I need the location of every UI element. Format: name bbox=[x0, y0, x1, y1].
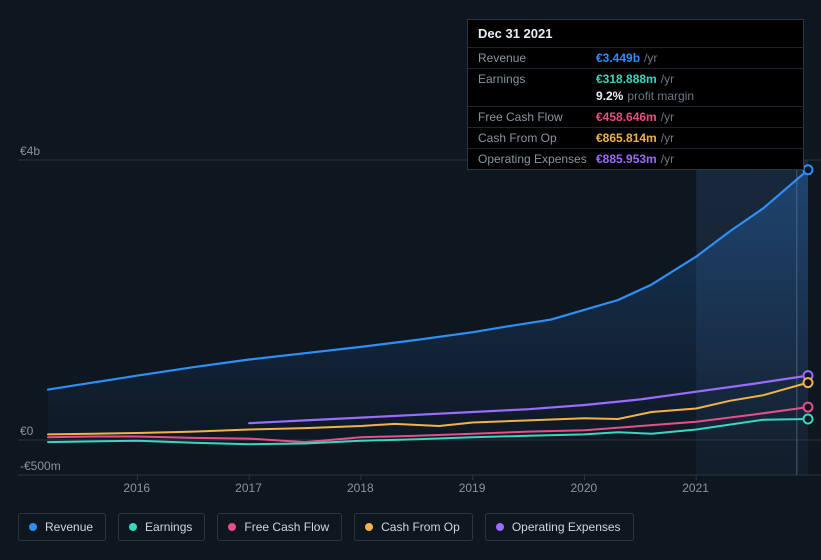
x-axis-label: 2018 bbox=[347, 481, 374, 495]
tooltip-rows: Revenue€3.449b/yrEarnings€318.888m/yr9.2… bbox=[468, 47, 803, 169]
legend-label: Earnings bbox=[145, 520, 192, 534]
legend-label: Operating Expenses bbox=[512, 520, 621, 534]
x-axis-label: 2021 bbox=[682, 481, 709, 495]
tooltip-row-value: 9.2% bbox=[596, 89, 623, 103]
financials-chart: Dec 31 2021 Revenue€3.449b/yrEarnings€31… bbox=[0, 0, 821, 560]
tooltip-row: Free Cash Flow€458.646m/yr bbox=[468, 106, 803, 127]
x-axis-label: 2016 bbox=[123, 481, 150, 495]
tooltip-row-label: Earnings bbox=[478, 72, 596, 86]
legend-dot-icon bbox=[496, 523, 504, 531]
tooltip-row-value: €3.449b bbox=[596, 51, 640, 65]
tooltip-row-unit: /yr bbox=[644, 51, 657, 65]
tooltip-row: Cash From Op€865.814m/yr bbox=[468, 127, 803, 148]
legend-dot-icon bbox=[365, 523, 373, 531]
tooltip-row: Earnings€318.888m/yr bbox=[468, 68, 803, 89]
legend-label: Cash From Op bbox=[381, 520, 460, 534]
tooltip-row-unit: /yr bbox=[661, 152, 674, 166]
tooltip-row-unit: /yr bbox=[661, 110, 674, 124]
legend-item-revenue[interactable]: Revenue bbox=[18, 513, 106, 541]
tooltip-row-label: Free Cash Flow bbox=[478, 110, 596, 124]
tooltip-row-unit: /yr bbox=[661, 131, 674, 145]
legend-item-cash_from_op[interactable]: Cash From Op bbox=[354, 513, 473, 541]
tooltip-row: Revenue€3.449b/yr bbox=[468, 47, 803, 68]
tooltip-row-value: €885.953m bbox=[596, 152, 657, 166]
tooltip-row-unit: /yr bbox=[661, 72, 674, 86]
chart-tooltip: Dec 31 2021 Revenue€3.449b/yrEarnings€31… bbox=[467, 19, 804, 170]
y-axis-label: -€500m bbox=[20, 459, 61, 473]
legend-label: Free Cash Flow bbox=[244, 520, 329, 534]
tooltip-row-value: €865.814m bbox=[596, 131, 657, 145]
legend-dot-icon bbox=[29, 523, 37, 531]
legend-item-operating_expenses[interactable]: Operating Expenses bbox=[485, 513, 634, 541]
x-axis-label: 2017 bbox=[235, 481, 262, 495]
chart-legend: Revenue Earnings Free Cash Flow Cash From O… bbox=[18, 513, 634, 541]
x-axis-label: 2019 bbox=[459, 481, 486, 495]
tooltip-row-value: €318.888m bbox=[596, 72, 657, 86]
legend-label: Revenue bbox=[45, 520, 93, 534]
y-axis-label: €0 bbox=[20, 424, 33, 438]
tooltip-row-label: Revenue bbox=[478, 51, 596, 65]
tooltip-row: Operating Expenses€885.953m/yr bbox=[468, 148, 803, 169]
tooltip-row-label: Operating Expenses bbox=[478, 152, 596, 166]
x-axis-label: 2020 bbox=[570, 481, 597, 495]
legend-item-earnings[interactable]: Earnings bbox=[118, 513, 205, 541]
tooltip-row-value: €458.646m bbox=[596, 110, 657, 124]
tooltip-row: 9.2% profit margin bbox=[468, 89, 803, 106]
tooltip-date: Dec 31 2021 bbox=[468, 20, 803, 47]
tooltip-row-label: Cash From Op bbox=[478, 131, 596, 145]
legend-dot-icon bbox=[228, 523, 236, 531]
tooltip-row-unit: profit margin bbox=[627, 89, 694, 103]
legend-item-free_cash_flow[interactable]: Free Cash Flow bbox=[217, 513, 342, 541]
y-axis-label: €4b bbox=[20, 144, 40, 158]
legend-dot-icon bbox=[129, 523, 137, 531]
